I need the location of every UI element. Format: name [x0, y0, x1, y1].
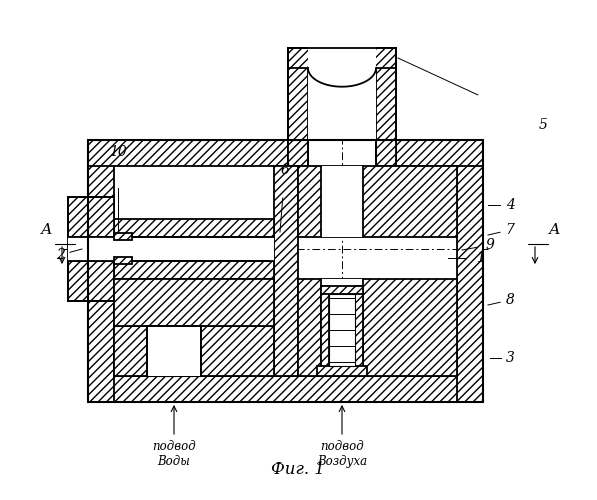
- Bar: [201, 326, 274, 376]
- Bar: [114, 233, 132, 240]
- Bar: [321, 279, 363, 376]
- Text: 3: 3: [506, 351, 515, 365]
- Bar: [88, 140, 114, 402]
- Bar: [114, 326, 147, 376]
- Bar: [114, 237, 274, 261]
- Bar: [114, 279, 274, 326]
- Text: Фиг. 1: Фиг. 1: [271, 461, 325, 478]
- Bar: [321, 286, 363, 294]
- Bar: [396, 140, 483, 166]
- Text: 2: 2: [56, 248, 64, 262]
- Bar: [288, 48, 396, 68]
- Bar: [114, 257, 132, 264]
- Bar: [274, 166, 298, 376]
- Bar: [355, 286, 363, 368]
- Bar: [114, 261, 274, 279]
- Bar: [68, 197, 114, 237]
- Bar: [114, 166, 457, 376]
- Bar: [321, 166, 363, 237]
- Bar: [68, 237, 116, 261]
- Text: 10: 10: [109, 145, 127, 159]
- Text: А: А: [41, 223, 53, 237]
- Bar: [317, 366, 367, 376]
- Bar: [321, 286, 329, 368]
- Bar: [68, 261, 114, 301]
- Bar: [114, 279, 274, 376]
- Text: 6: 6: [281, 163, 290, 177]
- Bar: [457, 140, 483, 402]
- Text: 4: 4: [506, 198, 515, 212]
- Text: 1: 1: [476, 251, 484, 265]
- Bar: [376, 48, 396, 166]
- Bar: [68, 197, 114, 301]
- Bar: [329, 294, 355, 366]
- Bar: [298, 166, 457, 237]
- Text: подвод
Воздуха: подвод Воздуха: [317, 440, 367, 468]
- Bar: [88, 140, 288, 166]
- Bar: [308, 42, 376, 140]
- Bar: [288, 48, 308, 166]
- Bar: [88, 140, 483, 402]
- Text: 5: 5: [538, 118, 547, 132]
- Text: А: А: [549, 223, 561, 237]
- Text: 9: 9: [485, 238, 494, 252]
- Text: подвод
Воды: подвод Воды: [152, 440, 196, 468]
- Bar: [298, 279, 457, 376]
- Bar: [88, 376, 483, 402]
- Bar: [147, 326, 202, 376]
- Text: 7: 7: [506, 223, 515, 237]
- Text: 8: 8: [506, 293, 515, 307]
- Bar: [114, 219, 274, 237]
- Bar: [147, 326, 202, 376]
